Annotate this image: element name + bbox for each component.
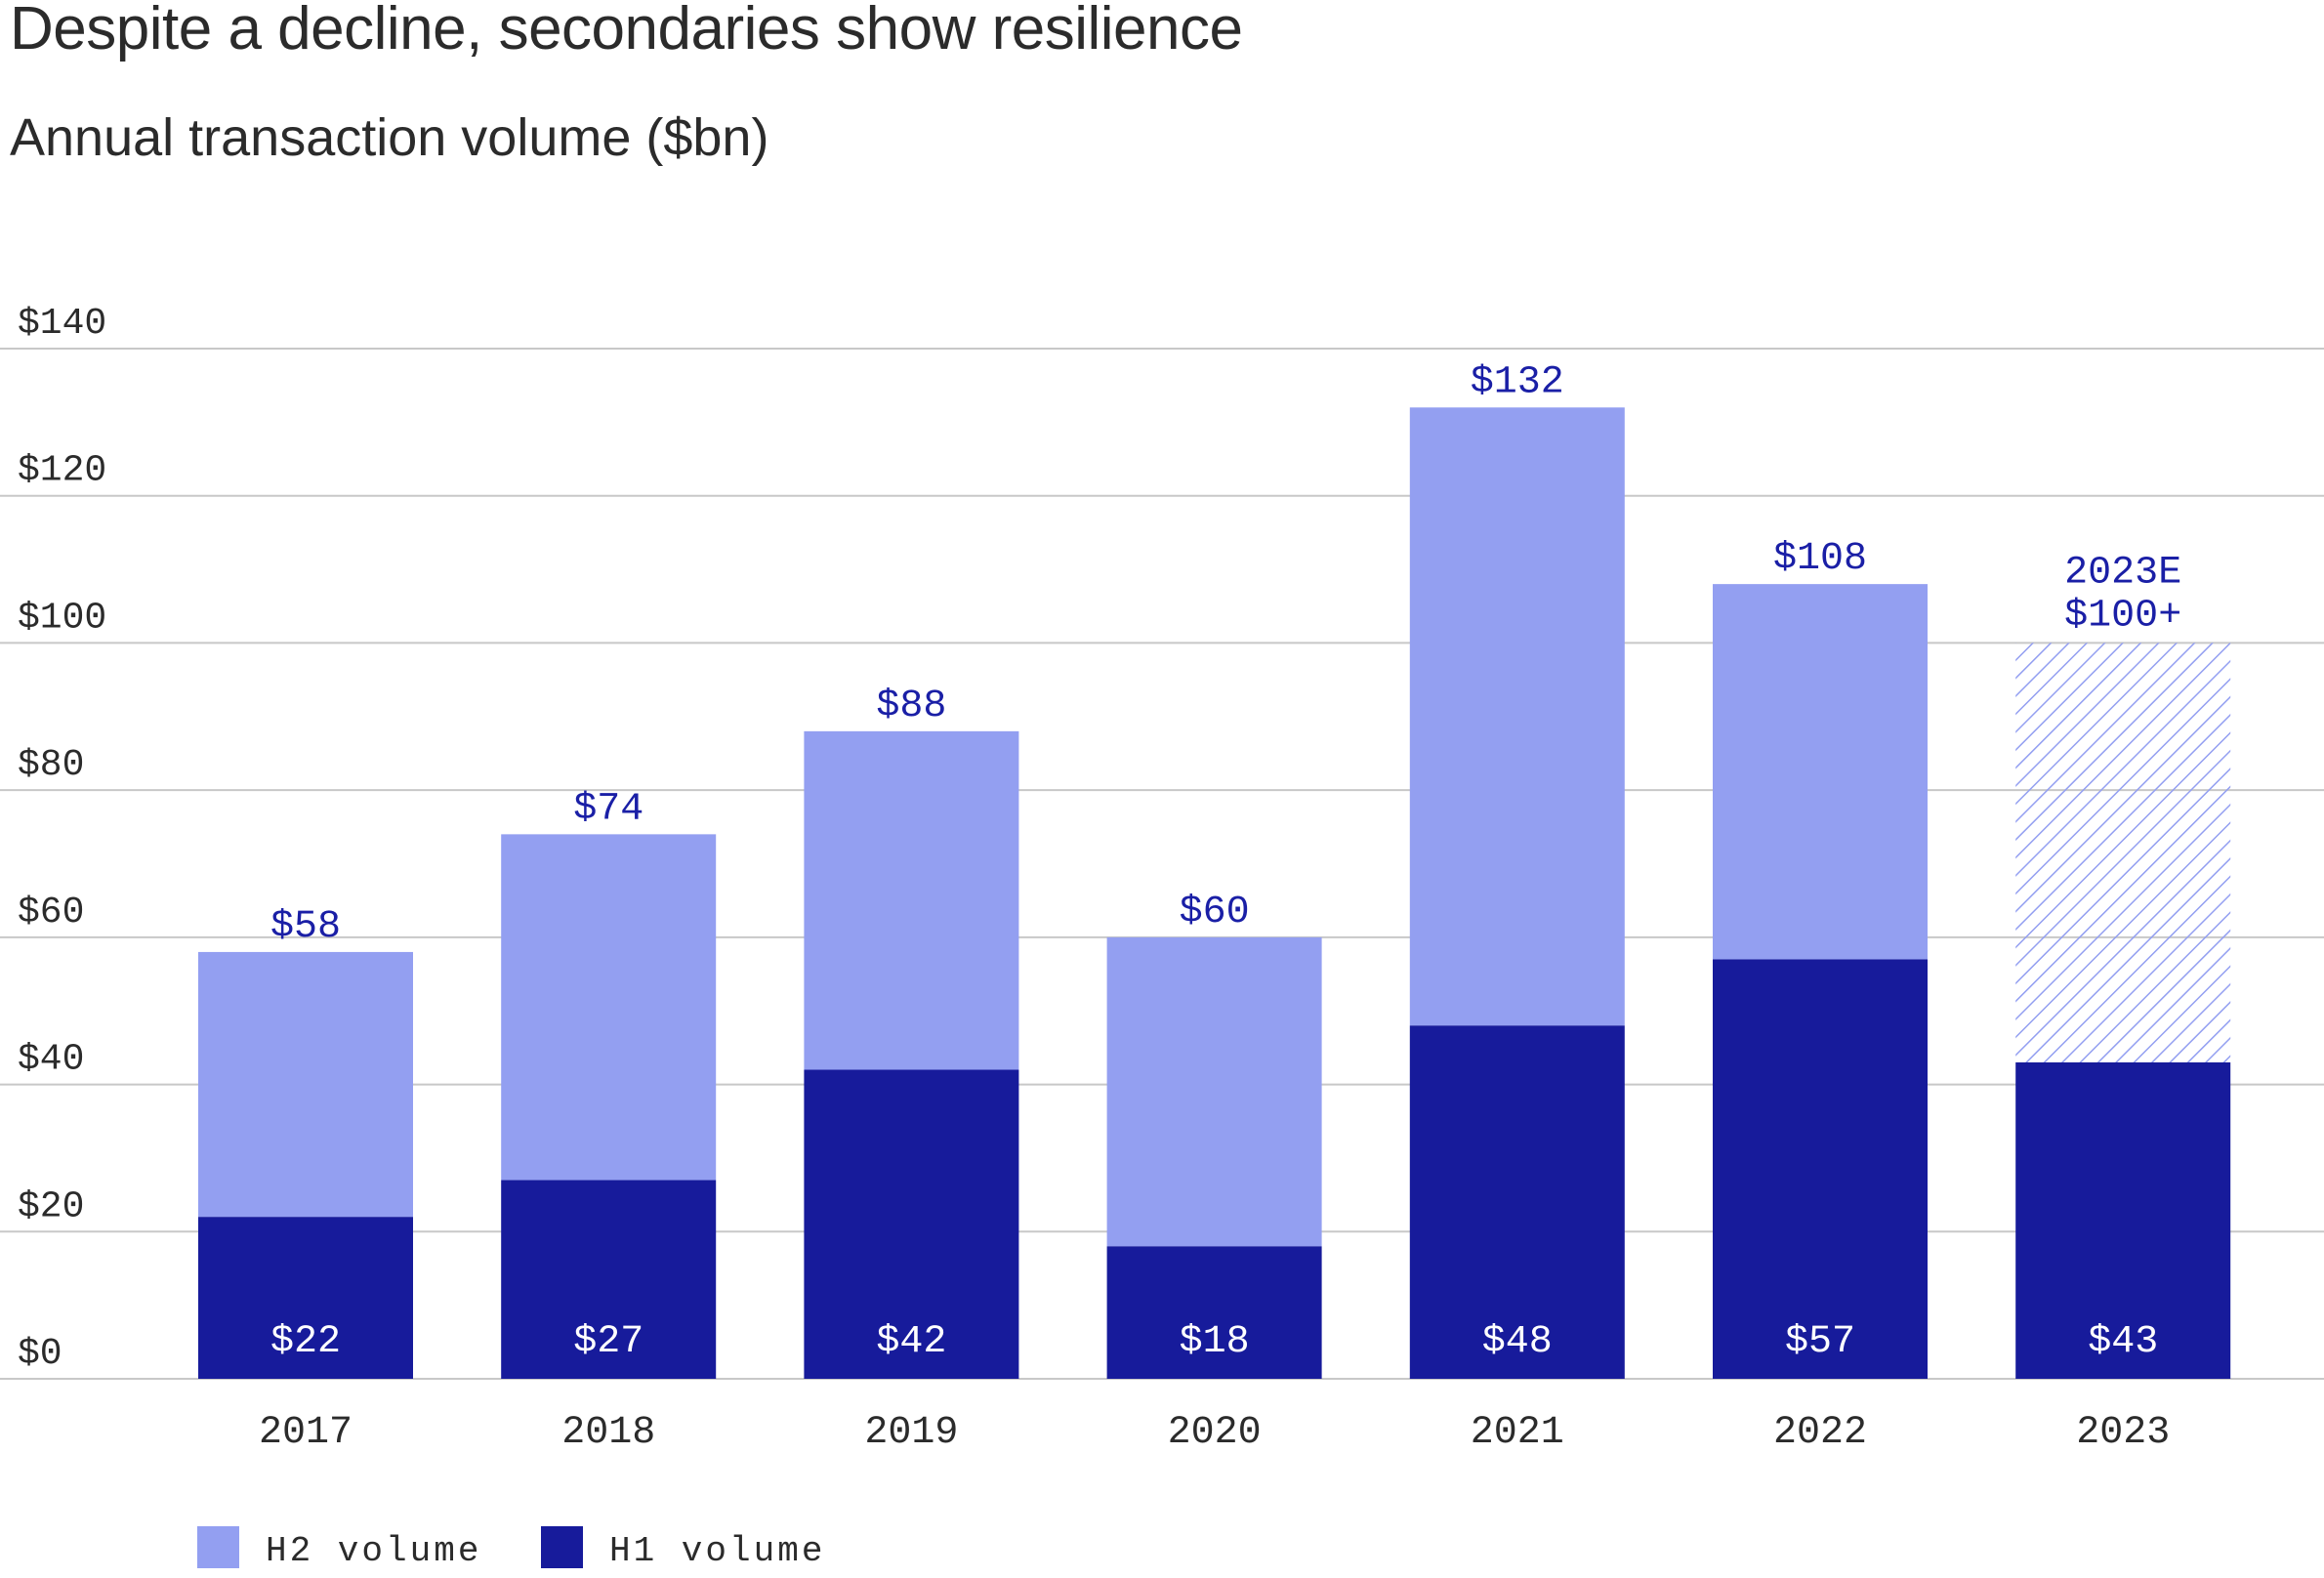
h1-value-label: $27 bbox=[573, 1320, 643, 1364]
bar-h1-2017 bbox=[198, 1217, 413, 1379]
h1-value-label: $57 bbox=[1785, 1320, 1855, 1364]
y-tick-label: $20 bbox=[18, 1185, 84, 1227]
legend-label: H2 volume bbox=[266, 1531, 481, 1571]
total-value-label: $88 bbox=[876, 685, 946, 728]
legend-label: H1 volume bbox=[609, 1531, 825, 1571]
bar-h2-2019 bbox=[804, 730, 1019, 1070]
bar-h1-2022 bbox=[1713, 959, 1928, 1379]
bar-h1-2021 bbox=[1409, 1025, 1625, 1379]
total-value-label: $74 bbox=[573, 787, 643, 831]
bar-h2-2020 bbox=[1106, 936, 1322, 1247]
x-tick-label: 2023 bbox=[2076, 1411, 2170, 1455]
legend-swatch bbox=[197, 1526, 239, 1568]
y-tick-label: $80 bbox=[18, 744, 84, 786]
total-value-label: $132 bbox=[1471, 360, 1564, 404]
x-tick-label: 2017 bbox=[259, 1411, 353, 1455]
h1-value-label: $18 bbox=[1180, 1320, 1250, 1364]
bar-h2-2023 bbox=[2015, 643, 2231, 1062]
bar-h1-2023 bbox=[2015, 1061, 2231, 1379]
y-tick-label: $0 bbox=[18, 1333, 62, 1375]
total-value-label: $100+ bbox=[2064, 594, 2181, 638]
bar-h1-2020 bbox=[1106, 1246, 1322, 1379]
y-tick-label: $140 bbox=[18, 303, 106, 345]
chart-title: Despite a decline, secondaries show resi… bbox=[10, 0, 1243, 62]
h1-value-label: $22 bbox=[270, 1320, 341, 1364]
x-tick-label: 2020 bbox=[1168, 1411, 1262, 1455]
bar-h2-2018 bbox=[501, 834, 717, 1181]
x-tick-label: 2018 bbox=[561, 1411, 655, 1455]
total-value-label: $58 bbox=[270, 905, 341, 949]
bar-h1-2018 bbox=[501, 1180, 717, 1379]
total-value-label: $108 bbox=[1773, 537, 1867, 581]
chart-subtitle: Annual transaction volume ($bn) bbox=[10, 108, 769, 167]
x-tick-label: 2022 bbox=[1773, 1411, 1867, 1455]
x-tick-label: 2021 bbox=[1471, 1411, 1564, 1455]
x-tick-label: 2019 bbox=[864, 1411, 958, 1455]
bar-h2-2021 bbox=[1409, 407, 1625, 1026]
bar-h2-2017 bbox=[198, 951, 413, 1218]
h1-value-label: $48 bbox=[1482, 1320, 1553, 1364]
y-tick-label: $100 bbox=[18, 597, 106, 639]
legend-swatch bbox=[541, 1526, 583, 1568]
total-value-label: $60 bbox=[1180, 891, 1250, 934]
y-tick-label: $120 bbox=[18, 450, 106, 492]
h1-value-label: $42 bbox=[876, 1320, 946, 1364]
estimate-label: 2023E bbox=[2064, 551, 2181, 595]
y-tick-label: $60 bbox=[18, 892, 84, 934]
y-tick-label: $40 bbox=[18, 1039, 84, 1081]
h1-value-label: $43 bbox=[2088, 1320, 2158, 1364]
bar-h2-2022 bbox=[1713, 584, 1928, 960]
bar-h1-2019 bbox=[804, 1069, 1019, 1379]
